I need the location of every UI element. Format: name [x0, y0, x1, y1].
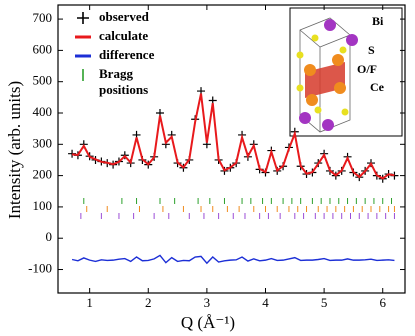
y-tick-label: 700 — [33, 10, 53, 25]
s-atom — [339, 46, 347, 54]
y-tick-label: 100 — [33, 198, 53, 213]
series-line — [71, 93, 395, 180]
x-axis-label: Q (Å⁻¹) — [181, 313, 235, 332]
legend-label: Bragg positions — [99, 66, 148, 97]
y-tick-label: 0 — [46, 229, 53, 244]
y-tick-label: 400 — [33, 104, 53, 119]
bi-atom — [299, 112, 311, 124]
s-atom — [311, 34, 319, 42]
ce-atom — [334, 82, 346, 94]
y-tick-label: -100 — [28, 261, 52, 276]
inset-label: Ce — [370, 80, 385, 94]
x-tick-label: 2 — [145, 295, 152, 310]
y-tick-label: 200 — [33, 167, 53, 182]
inset-label: Bi — [372, 14, 384, 28]
s-atom — [341, 108, 349, 116]
legend-marker — [77, 12, 89, 24]
bi-atom — [322, 119, 334, 131]
legend-label: observed — [99, 9, 150, 24]
inset-label: O/F — [357, 62, 377, 76]
s-atom — [314, 106, 322, 114]
ce-atom — [332, 54, 344, 66]
series-line — [71, 254, 395, 265]
ce-atom — [306, 94, 318, 106]
plot-frame — [57, 4, 406, 294]
s-atom — [296, 84, 304, 92]
legend-label: difference — [99, 47, 155, 62]
legend-label: calculate — [99, 28, 148, 43]
y-tick-label: 300 — [33, 135, 53, 150]
y-axis-label: Intensity (arb. units) — [5, 81, 24, 219]
x-tick-label: 6 — [379, 295, 386, 310]
bi-atom — [324, 19, 336, 31]
ce-atom — [304, 64, 316, 76]
unit-cell-edge — [299, 29, 321, 48]
x-tick-label: 5 — [321, 295, 328, 310]
unit-cell-edge — [319, 34, 351, 48]
x-tick-label: 4 — [262, 295, 269, 310]
y-tick-label: 600 — [33, 41, 53, 56]
inset-structure: Bi S O/F Ce — [289, 7, 403, 137]
x-tick-label: 3 — [204, 295, 211, 310]
bi-atom — [346, 34, 358, 46]
x-tick-label: 1 — [86, 295, 93, 310]
inset-label: S — [368, 43, 375, 57]
s-atom — [296, 51, 304, 59]
y-tick-label: 500 — [33, 73, 53, 88]
